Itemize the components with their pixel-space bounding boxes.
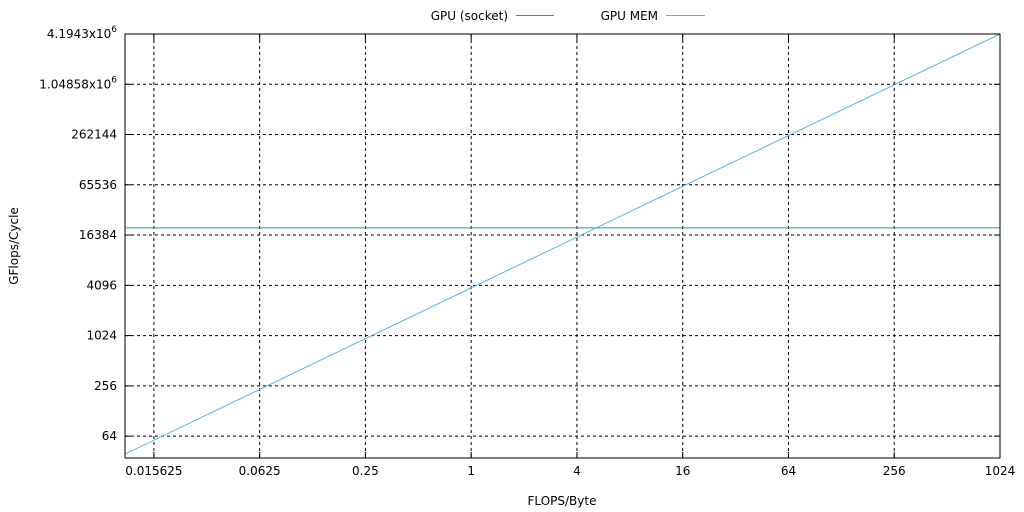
grid-lines <box>125 34 1000 458</box>
y-tick-label: 1024 <box>86 329 117 343</box>
plot-frame <box>124 33 1001 459</box>
y-tick-label-base: 262144 <box>71 128 117 142</box>
x-tick-labels: 0.015625 0.0625 0.25 1 4 16 64 256 1024 <box>125 464 1015 478</box>
y-tick-label-base: 16384 <box>79 228 117 242</box>
y-tick-label-base: 256 <box>94 379 117 393</box>
y-tick-label: 64 <box>102 429 117 443</box>
x-tick-label: 0.0625 <box>239 464 281 478</box>
y-tick-label: 4.1943x106 <box>47 25 117 41</box>
series-lines <box>124 33 1001 455</box>
x-tick-label: 1 <box>467 464 475 478</box>
x-tick-label: 16 <box>675 464 690 478</box>
y-tick-label: 16384 <box>79 228 117 242</box>
y-tick-label-base: 1024 <box>86 329 117 343</box>
x-tick-label: 0.015625 <box>125 464 182 478</box>
x-tick-label: 4 <box>573 464 581 478</box>
y-tick-label: 262144 <box>71 128 117 142</box>
y-tick-label-exponent: 6 <box>111 25 117 35</box>
x-tick-label: 64 <box>781 464 796 478</box>
legend-label-1: GPU MEM <box>601 9 658 23</box>
y-tick-label: 1.04858x106 <box>39 75 117 91</box>
y-axis-label: GFlops/Cycle <box>7 207 21 285</box>
y-tick-label-base: 64 <box>102 429 117 443</box>
y-tick-labels: 642561024409616384655362621441.04858x106… <box>39 25 117 443</box>
y-tick-label-base: 4096 <box>86 278 117 292</box>
y-tick-label-exponent: 6 <box>111 75 117 85</box>
legend: GPU (socket) GPU MEM <box>431 9 705 23</box>
x-axis-label: FLOPS/Byte <box>528 494 597 508</box>
x-tick-label: 256 <box>883 464 906 478</box>
y-tick-label: 4096 <box>86 278 117 292</box>
y-tick-label: 65536 <box>79 178 117 192</box>
y-tick-label: 256 <box>94 379 117 393</box>
x-tick-label: 1024 <box>985 464 1016 478</box>
y-tick-label-base: 1.04858x10 <box>39 77 111 91</box>
series-line-1 <box>124 33 1001 455</box>
tick-marks <box>125 33 1001 458</box>
y-tick-label-base: 4.1943x10 <box>47 27 111 41</box>
y-tick-label-base: 65536 <box>79 178 117 192</box>
legend-label-0: GPU (socket) <box>431 9 508 23</box>
x-tick-label: 0.25 <box>352 464 379 478</box>
